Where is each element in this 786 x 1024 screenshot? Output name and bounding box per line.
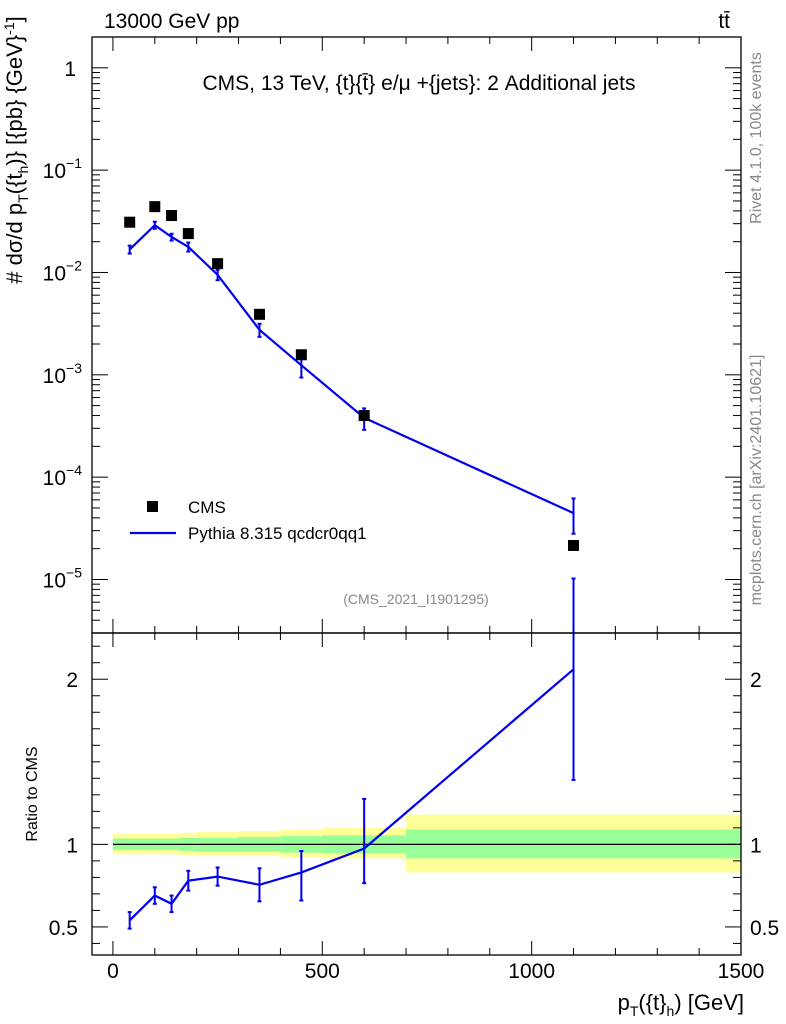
cms-data-point <box>358 410 370 422</box>
ratio-xtick-label: 500 <box>305 960 340 983</box>
cms-data-point <box>212 258 224 270</box>
ratio-ytick-label-right: 0.5 <box>750 917 779 940</box>
ratio-xtick-label: 1000 <box>508 960 555 983</box>
analysis-tag: (CMS_2021_I1901295) <box>343 591 489 607</box>
main-ytick-label: 10−2 <box>43 257 83 285</box>
main-ytick-label: 10−4 <box>43 462 83 490</box>
ratio-ytick-label: 1 <box>66 834 78 857</box>
cms-data-point <box>166 210 178 222</box>
ratio-panel: 0 500 1000 1500 0.5 0.5 1 1 2 2 Ratio to CMS pT({… <box>24 577 779 1019</box>
main-panel: CMS, 13 TeV, {t}{t̄} e/μ +{jets}: 2 Addi… <box>1 16 742 634</box>
ratio-plot-area <box>112 577 741 930</box>
ratio-xlabel: pT({t}h) [GeV] <box>618 990 744 1019</box>
ratio-ytick-label-right: 2 <box>750 669 762 692</box>
ratio-ytick-label-right: 1 <box>750 834 762 857</box>
legend-label: CMS <box>188 498 226 517</box>
ratio-ylabel: Ratio to CMS <box>24 746 41 841</box>
legend-label: Pythia 8.315 qcdcr0qq1 <box>188 524 367 543</box>
cms-data-point <box>149 201 161 213</box>
ratio-xtick-label: 0 <box>107 960 119 983</box>
ratio-xtick-label: 1500 <box>718 960 765 983</box>
main-ylabel: # dσ/d pT({th)} [{pb} {GeV}-1] <box>1 16 31 284</box>
main-ytick-label: 10−5 <box>43 564 83 592</box>
legend: CMS Pythia 8.315 qcdcr0qq1 <box>130 498 367 543</box>
main-ytick-label: 10−1 <box>43 155 83 183</box>
rivet-label: Rivet 4.1.0, 100k events <box>748 52 765 224</box>
cms-data-point <box>253 308 265 320</box>
ratio-ytick-label: 0.5 <box>49 917 78 940</box>
ratio-line <box>128 668 575 922</box>
main-frame <box>91 36 742 634</box>
main-plot-area <box>124 201 580 551</box>
legend-marker-cms <box>147 501 158 512</box>
ratio-axes: 0 500 1000 1500 0.5 0.5 1 1 2 2 <box>49 632 779 983</box>
header-left: 13000 GeV pp <box>104 10 239 33</box>
pythia-line <box>128 223 574 515</box>
mcplots-label: mcplots.cern.ch [arXiv:2401.10621] <box>748 355 765 606</box>
header-right: tt̄ <box>718 10 730 33</box>
main-axes: 10−5 10−4 10−3 10−2 10−1 1 <box>43 36 742 634</box>
ratio-frame <box>91 632 742 956</box>
cms-data-point <box>124 216 136 228</box>
cms-data-point <box>568 539 580 551</box>
main-ytick-label: 10−3 <box>43 360 83 388</box>
cms-data-point <box>182 228 194 240</box>
ratio-ytick-label: 2 <box>66 669 78 692</box>
cms-data-point <box>295 349 307 361</box>
main-title: CMS, 13 TeV, {t}{t̄} e/μ +{jets}: 2 Addi… <box>203 72 636 95</box>
main-ytick-label: 1 <box>64 58 76 81</box>
